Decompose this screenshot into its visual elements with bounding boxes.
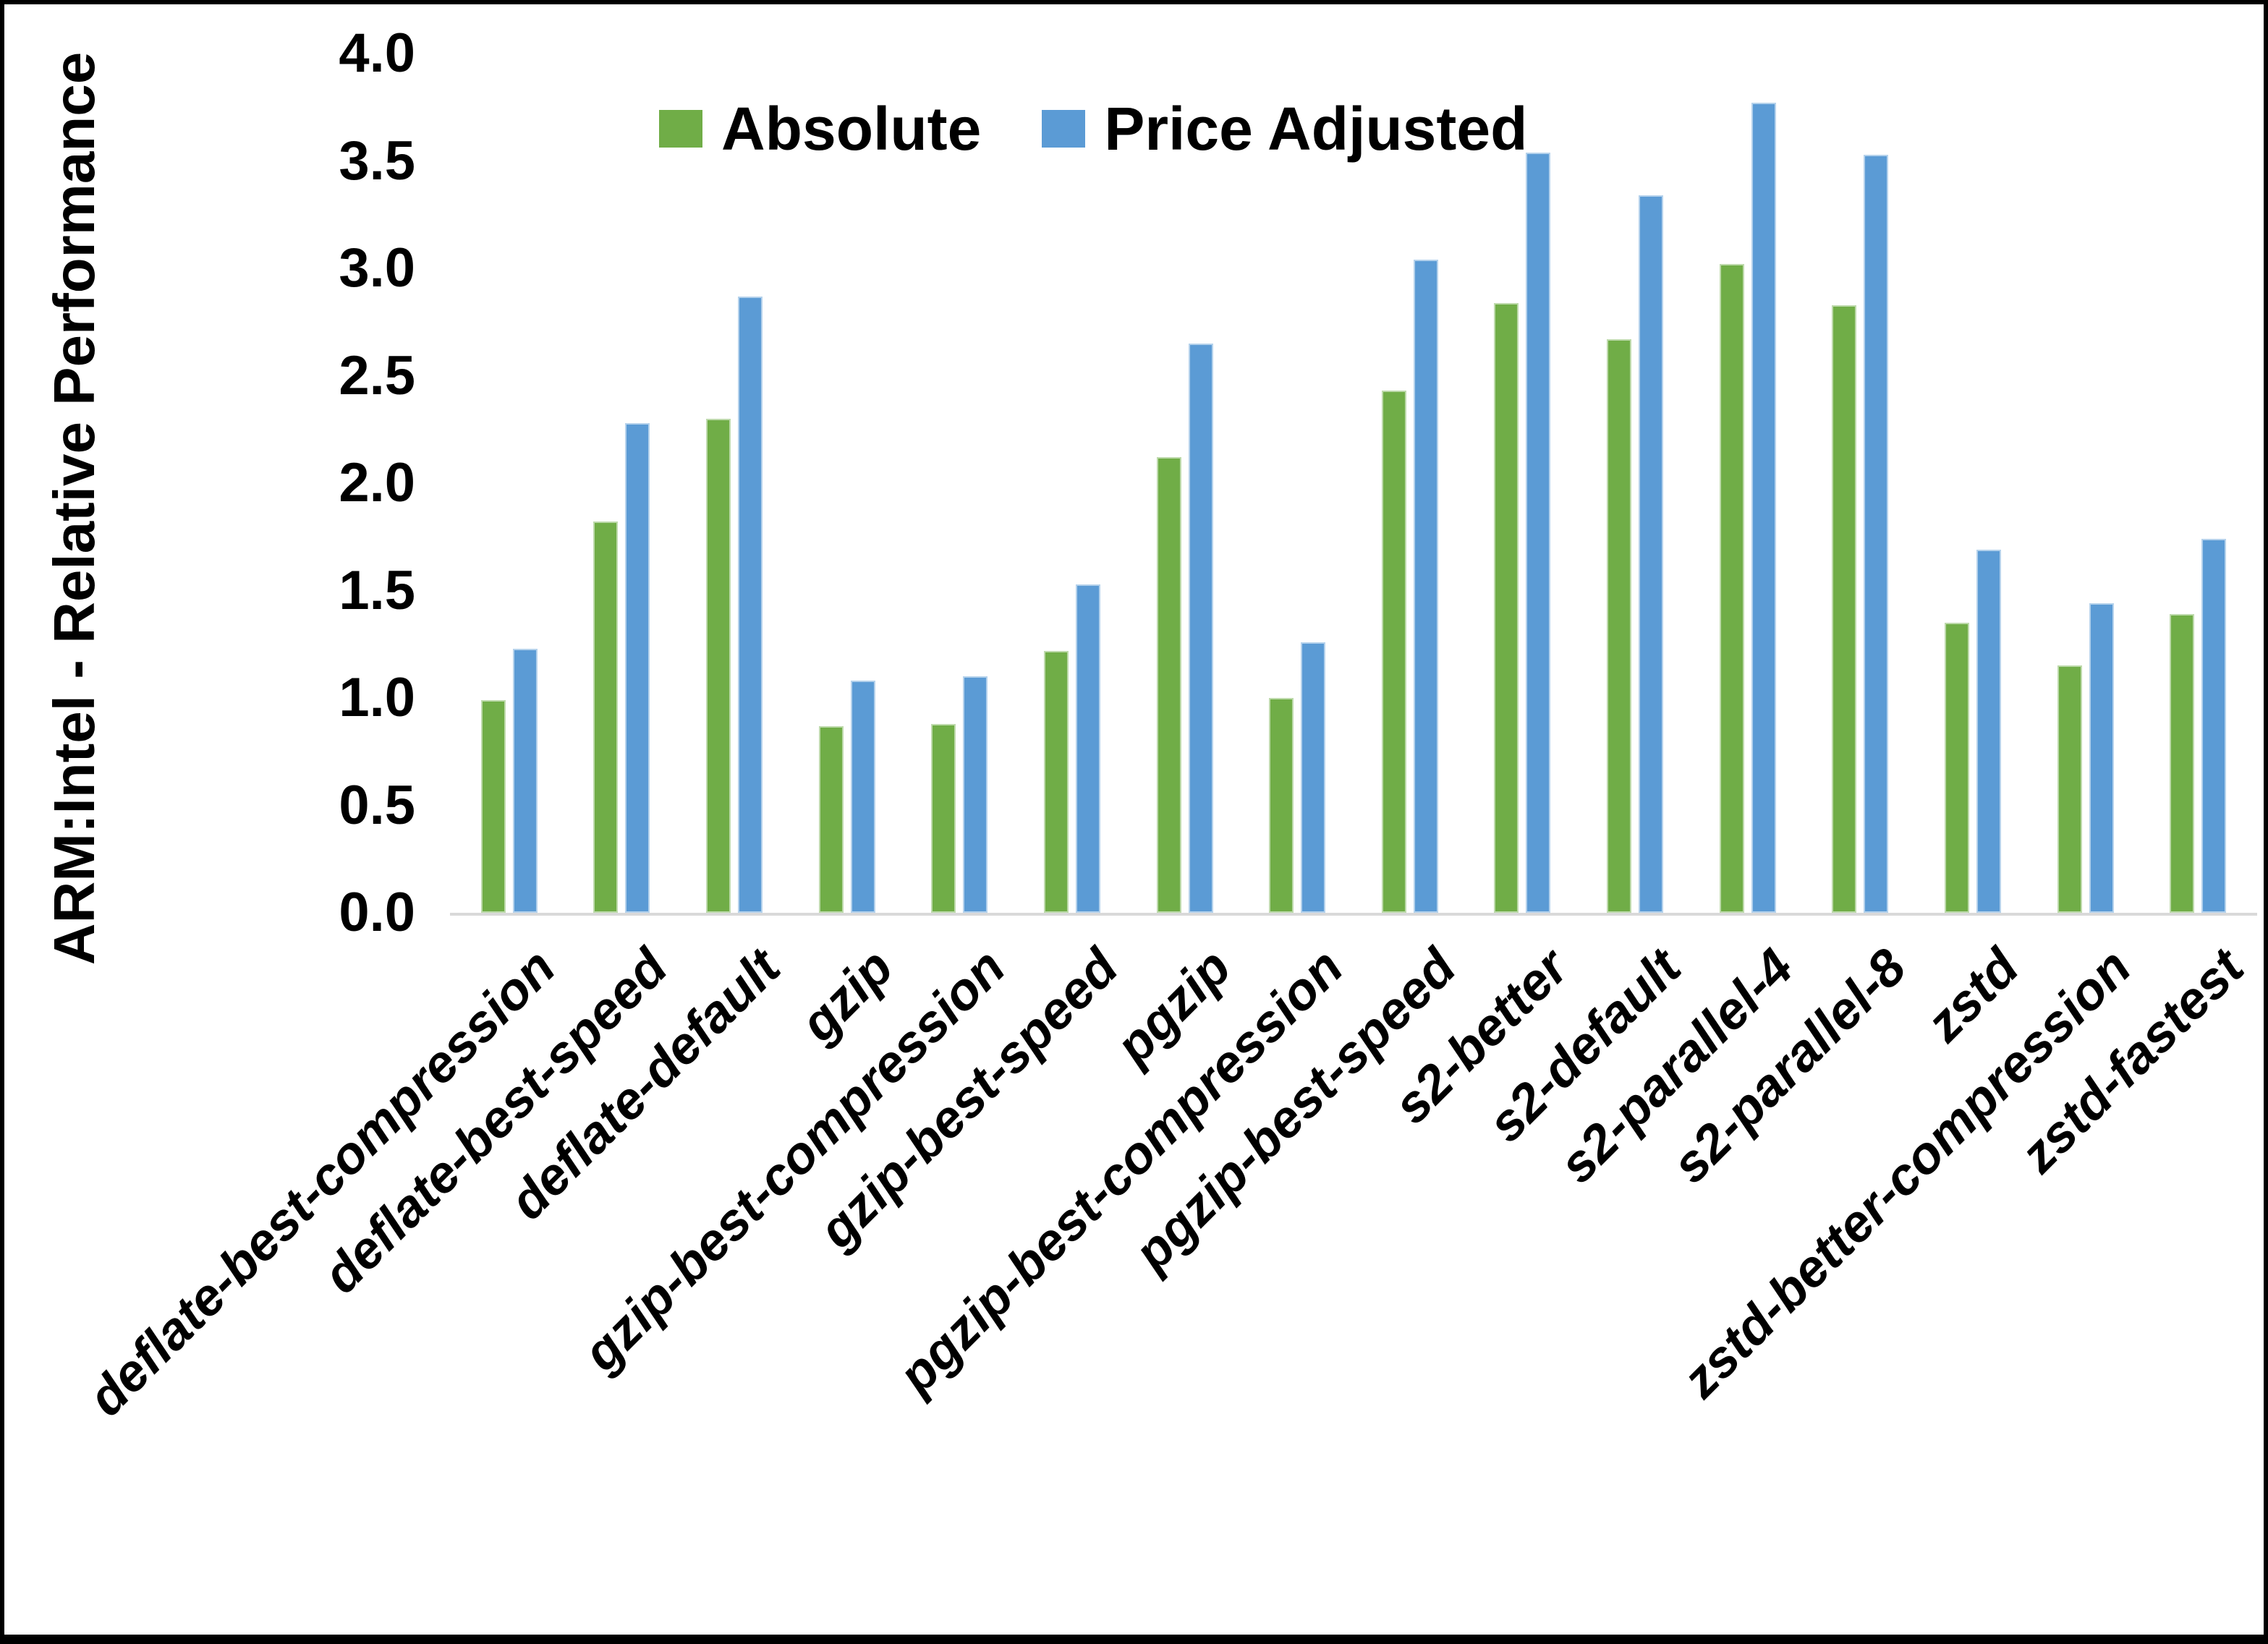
x-axis-baseline <box>450 913 2257 916</box>
bar-price-adjusted-deflate-best-compression <box>512 648 538 913</box>
bar-absolute-gzip <box>818 725 844 913</box>
y-tick-label: 1.5 <box>339 559 415 621</box>
bar-group-s2-default <box>1579 54 1691 913</box>
bar-group-zstd-fastest <box>2141 54 2254 913</box>
bar-absolute-gzip-best-compression <box>931 723 956 913</box>
legend-swatch-price-adjusted <box>1042 110 1086 148</box>
bar-absolute-zstd-better-compression <box>2057 665 2082 913</box>
plot-area <box>450 54 2257 916</box>
bar-group-pgzip-best-compression <box>1241 54 1354 913</box>
y-tick-label: 2.0 <box>339 452 415 514</box>
bar-absolute-deflate-best-compression <box>480 699 506 913</box>
bar-price-adjusted-pgzip-best-compression <box>1301 642 1326 913</box>
bar-price-adjusted-gzip-best-compression <box>963 676 988 913</box>
bar-price-adjusted-s2-default <box>1639 195 1664 913</box>
bar-absolute-pgzip <box>1156 457 1181 913</box>
legend-item-price-adjusted: Price Adjusted <box>1042 98 1527 159</box>
bar-group-s2-parallel-4 <box>1691 54 1804 913</box>
bar-group-gzip-best-speed <box>1016 54 1129 913</box>
bar-group-deflate-best-speed <box>566 54 679 913</box>
bar-absolute-s2-better <box>1494 302 1519 913</box>
bar-price-adjusted-gzip <box>850 681 875 913</box>
y-tick-label: 2.5 <box>339 344 415 406</box>
bar-group-gzip <box>791 54 904 913</box>
bar-absolute-zstd-fastest <box>2170 614 2195 913</box>
bar-price-adjusted-zstd <box>1976 550 2001 913</box>
bar-absolute-gzip-best-speed <box>1043 650 1069 913</box>
bar-absolute-s2-default <box>1607 339 1632 913</box>
bar-price-adjusted-pgzip-best-speed <box>1413 260 1438 913</box>
bar-group-s2-parallel-8 <box>1804 54 1917 913</box>
bar-absolute-s2-parallel-4 <box>1719 264 1744 913</box>
y-tick-label: 1.0 <box>339 667 415 728</box>
bar-absolute-deflate-default <box>706 418 731 913</box>
bar-price-adjusted-gzip-best-speed <box>1075 584 1100 913</box>
y-tick-label: 0.0 <box>339 882 415 943</box>
bar-group-zstd <box>1916 54 2029 913</box>
bar-group-s2-better <box>1466 54 1579 913</box>
y-tick-label: 0.5 <box>339 774 415 836</box>
bar-absolute-pgzip-best-speed <box>1381 391 1406 913</box>
bar-price-adjusted-zstd-fastest <box>2201 539 2227 913</box>
bar-price-adjusted-pgzip <box>1188 343 1213 913</box>
bar-price-adjusted-s2-parallel-8 <box>1864 154 1889 913</box>
legend: Absolute Price Adjusted <box>659 98 1527 159</box>
bar-group-deflate-best-compression <box>453 54 566 913</box>
y-axis-title: ARM:Intel - Relative Performance <box>42 51 106 966</box>
legend-swatch-absolute <box>659 110 702 148</box>
legend-item-absolute: Absolute <box>659 98 981 159</box>
x-category-label: deflate-best-compression <box>77 938 566 1428</box>
bar-group-pgzip-best-speed <box>1354 54 1466 913</box>
bar-price-adjusted-s2-better <box>1526 152 1551 913</box>
y-tick-label: 3.5 <box>339 129 415 192</box>
y-tick-label: 4.0 <box>339 22 415 84</box>
bar-group-gzip-best-compression <box>904 54 1016 913</box>
bar-price-adjusted-deflate-default <box>738 296 763 913</box>
bar-price-adjusted-deflate-best-speed <box>625 422 650 913</box>
bar-group-deflate-default <box>678 54 791 913</box>
legend-label-absolute: Absolute <box>721 95 982 163</box>
bar-absolute-zstd <box>1944 623 1969 913</box>
bar-absolute-pgzip-best-compression <box>1269 698 1294 913</box>
bar-absolute-s2-parallel-8 <box>1832 304 1857 913</box>
y-tick-label: 3.0 <box>339 237 415 299</box>
bar-group-pgzip <box>1129 54 1241 913</box>
legend-label-price-adjusted: Price Adjusted <box>1104 95 1528 163</box>
bar-price-adjusted-zstd-better-compression <box>2089 603 2114 913</box>
bar-group-zstd-better-compression <box>2029 54 2142 913</box>
bar-absolute-deflate-best-speed <box>593 521 619 913</box>
bar-price-adjusted-s2-parallel-4 <box>1751 103 1776 913</box>
